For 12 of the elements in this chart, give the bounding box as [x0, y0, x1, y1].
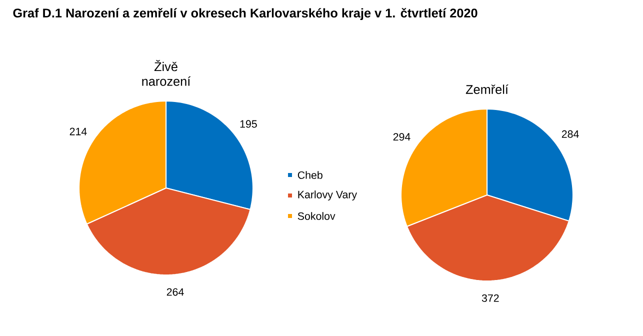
- data-label: 372: [482, 294, 499, 302]
- legend-label: Karlovy Vary: [298, 190, 358, 200]
- data-label: 214: [70, 128, 87, 136]
- data-label: 294: [393, 133, 410, 141]
- data-label: 264: [166, 288, 184, 296]
- legend-label: Sokolov: [298, 212, 336, 220]
- legend-label: Cheb: [298, 171, 322, 179]
- text: Graf D.1 Narození a zemřelí v okresech Karlovarského kraje v 1. čtvrtletí 2020: [13, 8, 478, 20]
- chart-title: Živě narození: [142, 60, 191, 86]
- chart-title: Zemřelí: [466, 84, 508, 94]
- data-label: 195: [240, 120, 257, 128]
- data-label: 284: [562, 130, 579, 138]
